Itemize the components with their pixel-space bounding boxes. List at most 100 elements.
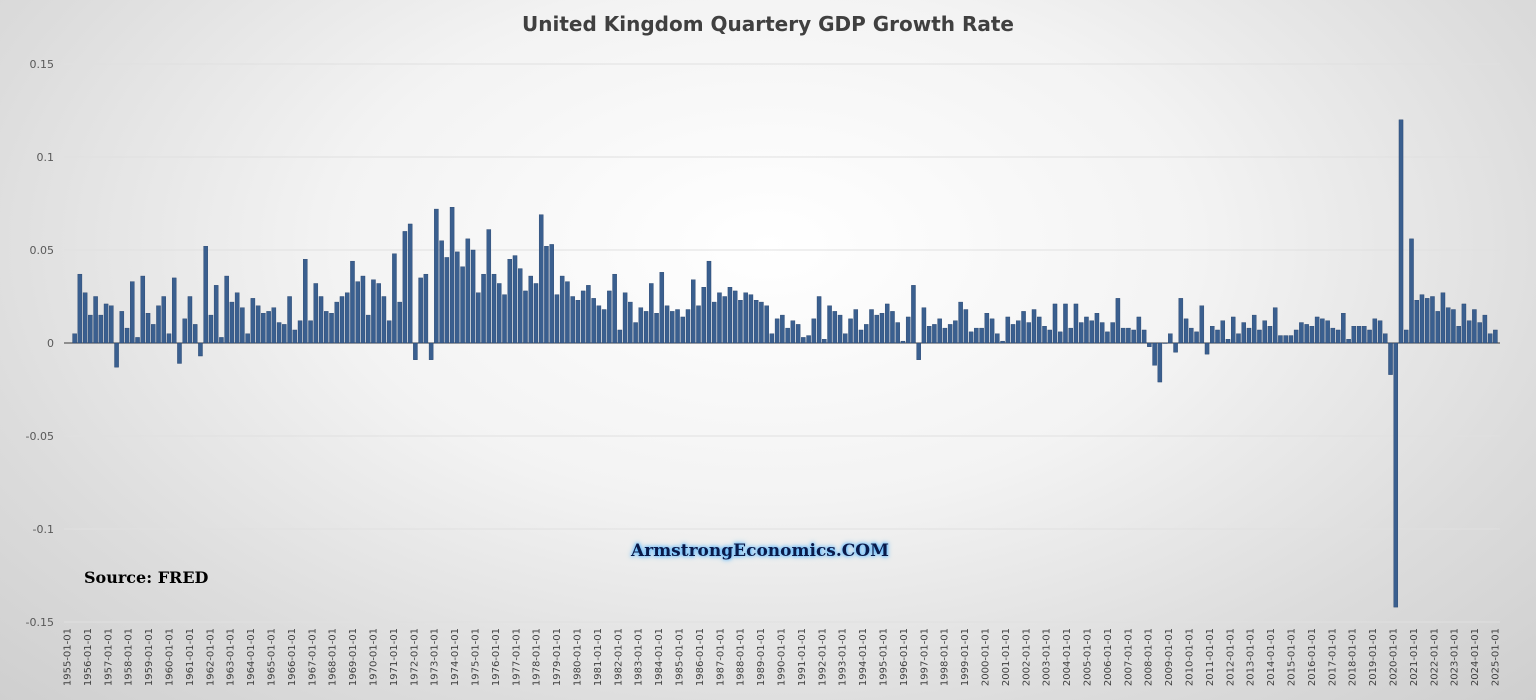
x-tick-label: 1996-01-01: [899, 628, 910, 686]
x-tick-label: 1997-01-01: [919, 628, 930, 686]
data-bar: [622, 292, 628, 344]
data-bar: [1330, 327, 1336, 344]
data-bar: [612, 273, 617, 344]
x-tick-label: 1979-01-01: [552, 628, 563, 686]
data-bar: [1398, 119, 1404, 344]
data-bar: [1388, 342, 1393, 375]
data-bar: [93, 296, 98, 344]
data-bar: [1362, 326, 1367, 344]
data-bar: [344, 292, 350, 344]
data-bar: [1063, 303, 1068, 344]
data-bar: [816, 296, 822, 344]
x-tick-label: 2008-01-01: [1144, 628, 1155, 686]
data-bar: [203, 246, 208, 344]
data-bar: [1162, 342, 1168, 344]
data-bar: [769, 333, 775, 344]
x-tick-label: 1968-01-01: [328, 628, 339, 686]
x-tick-label: 2002-01-01: [1021, 628, 1032, 686]
data-bar: [292, 329, 298, 344]
data-bar: [303, 259, 308, 344]
data-bar: [98, 314, 104, 344]
data-bar: [722, 296, 727, 344]
data-bar: [1168, 333, 1173, 344]
data-bar: [114, 342, 119, 368]
data-bar: [1220, 320, 1226, 344]
x-tick-label: 1961-01-01: [185, 628, 196, 686]
x-tick-label: 1984-01-01: [654, 628, 665, 686]
x-tick-label: 2003-01-01: [1042, 628, 1053, 686]
data-bar: [1021, 311, 1026, 344]
data-bar: [460, 266, 465, 344]
data-bar: [1105, 331, 1110, 344]
data-bar: [1445, 307, 1451, 344]
data-bar: [1173, 342, 1178, 353]
data-bar: [439, 240, 444, 344]
data-bar: [916, 342, 921, 360]
x-tick-label: 1978-01-01: [532, 628, 543, 686]
data-bar: [135, 337, 140, 344]
data-bar: [219, 337, 224, 344]
data-bar: [1084, 316, 1089, 344]
data-bar: [633, 322, 638, 344]
x-tick-label: 2025-01-01: [1491, 628, 1502, 686]
data-bar: [444, 257, 450, 344]
data-bar: [1472, 309, 1477, 344]
data-bar: [738, 300, 743, 344]
data-bar: [853, 309, 859, 344]
x-tick-label: 1955-01-01: [63, 628, 74, 686]
data-bar: [124, 327, 130, 344]
data-bar: [250, 298, 256, 344]
data-bar: [1178, 298, 1184, 344]
data-bar: [1199, 305, 1205, 344]
x-tick-label: 2024-01-01: [1470, 628, 1481, 686]
data-bar: [559, 275, 565, 344]
data-bar: [182, 318, 187, 344]
data-bar: [575, 300, 581, 344]
data-bar: [1309, 326, 1315, 344]
data-bar: [843, 333, 848, 344]
data-bar: [554, 294, 560, 344]
data-bar: [1299, 322, 1304, 344]
data-bar: [1278, 335, 1283, 344]
data-bar: [82, 292, 88, 344]
data-bar: [350, 260, 355, 344]
data-bar: [397, 301, 402, 344]
data-bar: [1487, 333, 1493, 344]
data-bar: [1493, 329, 1498, 344]
data-bar: [1456, 326, 1461, 344]
data-bar: [224, 275, 229, 344]
data-bar: [339, 296, 345, 344]
data-bar: [806, 335, 811, 344]
data-bar: [1230, 316, 1236, 344]
x-tick-label: 1971-01-01: [389, 628, 400, 686]
x-tick-label: 2018-01-01: [1348, 628, 1359, 686]
data-bar: [864, 324, 869, 344]
data-bar: [271, 307, 277, 344]
data-bar: [287, 296, 292, 344]
data-bar: [858, 329, 864, 344]
data-bar: [266, 311, 271, 344]
data-bar: [591, 298, 596, 344]
y-tick-label: 0.05: [30, 244, 55, 257]
data-bar: [418, 277, 423, 344]
data-bar: [313, 283, 319, 344]
x-tick-label: 2013-01-01: [1246, 628, 1257, 686]
data-bar: [942, 327, 948, 344]
data-bar: [780, 314, 785, 344]
data-bar: [407, 223, 413, 344]
data-bar: [905, 316, 911, 344]
data-bar: [177, 342, 182, 364]
data-bar: [1440, 292, 1446, 344]
data-bar: [989, 318, 995, 344]
x-tick-label: 1977-01-01: [511, 628, 522, 686]
data-bar: [837, 314, 843, 344]
data-bar: [811, 318, 817, 344]
data-bar: [392, 253, 397, 344]
data-bar: [1293, 329, 1299, 344]
x-tick-label: 2010-01-01: [1185, 628, 1196, 686]
x-tick-label: 1981-01-01: [593, 628, 604, 686]
data-bar: [1414, 300, 1419, 344]
data-bar: [869, 309, 874, 344]
x-tick-label: 1993-01-01: [838, 628, 849, 686]
data-bar: [654, 313, 659, 344]
